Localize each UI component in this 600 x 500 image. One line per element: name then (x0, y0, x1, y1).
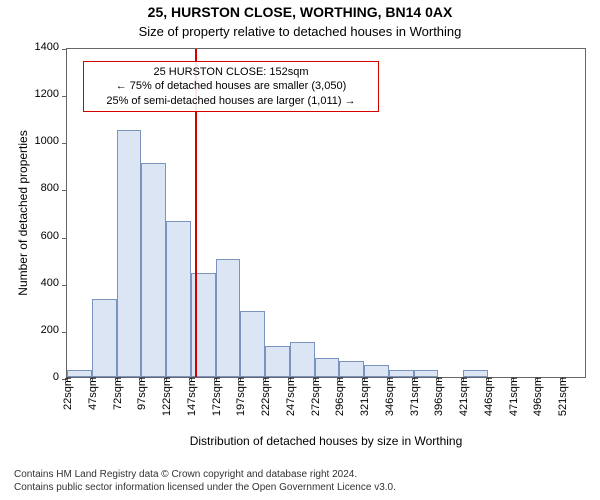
histogram-bar (414, 370, 439, 377)
histogram-bar (463, 370, 488, 377)
histogram-bar (67, 370, 92, 377)
x-tick-label: 496sqm (530, 377, 544, 416)
chart-title: 25, HURSTON CLOSE, WORTHING, BN14 0AX (0, 4, 600, 20)
histogram-bar (290, 342, 315, 377)
x-tick-label: 247sqm (283, 377, 297, 416)
histogram-bar (240, 311, 265, 377)
y-tick-label: 800 (41, 182, 67, 194)
x-tick-label: 371sqm (407, 377, 421, 416)
x-tick-label: 47sqm (85, 377, 99, 410)
y-tick-label: 400 (41, 277, 67, 289)
histogram-bar (216, 259, 241, 377)
x-tick-label: 197sqm (233, 377, 247, 416)
x-tick-label: 446sqm (481, 377, 495, 416)
x-axis-label: Distribution of detached houses by size … (66, 434, 586, 448)
plot-area: 020040060080010001200140022sqm47sqm72sqm… (66, 48, 586, 378)
x-tick-label: 272sqm (308, 377, 322, 416)
y-tick-label: 1400 (35, 41, 67, 53)
x-tick-label: 97sqm (134, 377, 148, 410)
x-tick-label: 321sqm (357, 377, 371, 416)
annotation-line: 25 HURSTON CLOSE: 152sqm (90, 65, 372, 79)
histogram-bar (339, 361, 364, 378)
x-tick-label: 172sqm (209, 377, 223, 416)
histogram-bar (315, 358, 340, 377)
attribution-line: Contains HM Land Registry data © Crown c… (14, 468, 600, 481)
histogram-bar (166, 221, 191, 377)
x-tick-label: 122sqm (159, 377, 173, 416)
x-tick-label: 346sqm (382, 377, 396, 416)
annotation-line: ← 75% of detached houses are smaller (3,… (90, 79, 372, 93)
y-tick-label: 1200 (35, 88, 67, 100)
x-tick-label: 421sqm (456, 377, 470, 416)
histogram-bar (92, 299, 117, 377)
annotation-box: 25 HURSTON CLOSE: 152sqm← 75% of detache… (83, 61, 379, 112)
x-tick-label: 296sqm (332, 377, 346, 416)
x-tick-label: 521sqm (555, 377, 569, 416)
y-axis-label: Number of detached properties (16, 48, 30, 378)
y-tick-label: 1000 (35, 135, 67, 147)
y-tick-label: 200 (41, 324, 67, 336)
histogram-bar (364, 365, 389, 377)
histogram-bar (389, 370, 414, 377)
x-tick-label: 72sqm (110, 377, 124, 410)
x-tick-label: 471sqm (506, 377, 520, 416)
attribution-text: Contains HM Land Registry data © Crown c… (0, 468, 600, 494)
attribution-line: Contains public sector information licen… (14, 481, 600, 494)
histogram-bar (117, 130, 142, 378)
x-tick-label: 396sqm (431, 377, 445, 416)
y-tick-label: 600 (41, 230, 67, 242)
chart-container: { "chart": { "type": "histogram", "title… (0, 0, 600, 500)
annotation-line: 25% of semi-detached houses are larger (… (90, 94, 372, 108)
histogram-bar (265, 346, 290, 377)
x-tick-label: 22sqm (60, 377, 74, 410)
histogram-bar (141, 163, 166, 378)
x-tick-label: 222sqm (258, 377, 272, 416)
x-tick-label: 147sqm (184, 377, 198, 416)
chart-subtitle: Size of property relative to detached ho… (0, 24, 600, 39)
